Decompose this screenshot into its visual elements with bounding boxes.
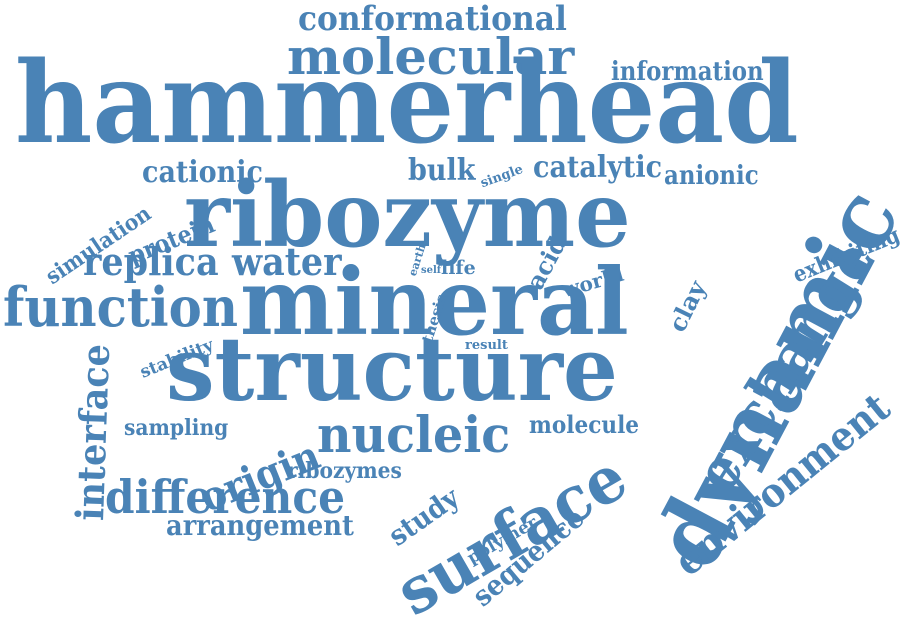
- word-clay: clay: [662, 275, 712, 337]
- word-cloud: conformational molecular information ham…: [3, 0, 900, 631]
- word-conformational: conformational: [298, 0, 567, 39]
- word-information: information: [611, 57, 764, 87]
- word-ribozyme: ribozyme: [184, 162, 631, 268]
- word-ribozymes: ribozymes: [287, 458, 402, 484]
- word-result: result: [465, 338, 508, 353]
- word-cationic: cationic: [142, 155, 264, 190]
- word-life: life: [441, 257, 476, 279]
- word-hammerhead: hammerhead: [15, 38, 799, 169]
- word-arrangement: arrangement: [166, 509, 354, 542]
- word-sampling: sampling: [124, 415, 229, 441]
- word-molecule: molecule: [529, 410, 640, 439]
- word-mineral: mineral: [240, 248, 629, 356]
- word-molecular: molecular: [287, 27, 575, 86]
- word-replica: replica: [83, 239, 219, 284]
- word-catalytic: catalytic: [533, 150, 663, 185]
- word-anionic: anionic: [664, 161, 759, 191]
- word-structure: structure: [166, 317, 618, 421]
- word-bulk: bulk: [408, 153, 476, 188]
- word-self: self: [421, 265, 442, 276]
- word-nucleic: nucleic: [317, 405, 511, 464]
- word-function: function: [3, 275, 238, 339]
- word-difference: difference: [105, 470, 346, 524]
- word-water: water: [232, 239, 342, 284]
